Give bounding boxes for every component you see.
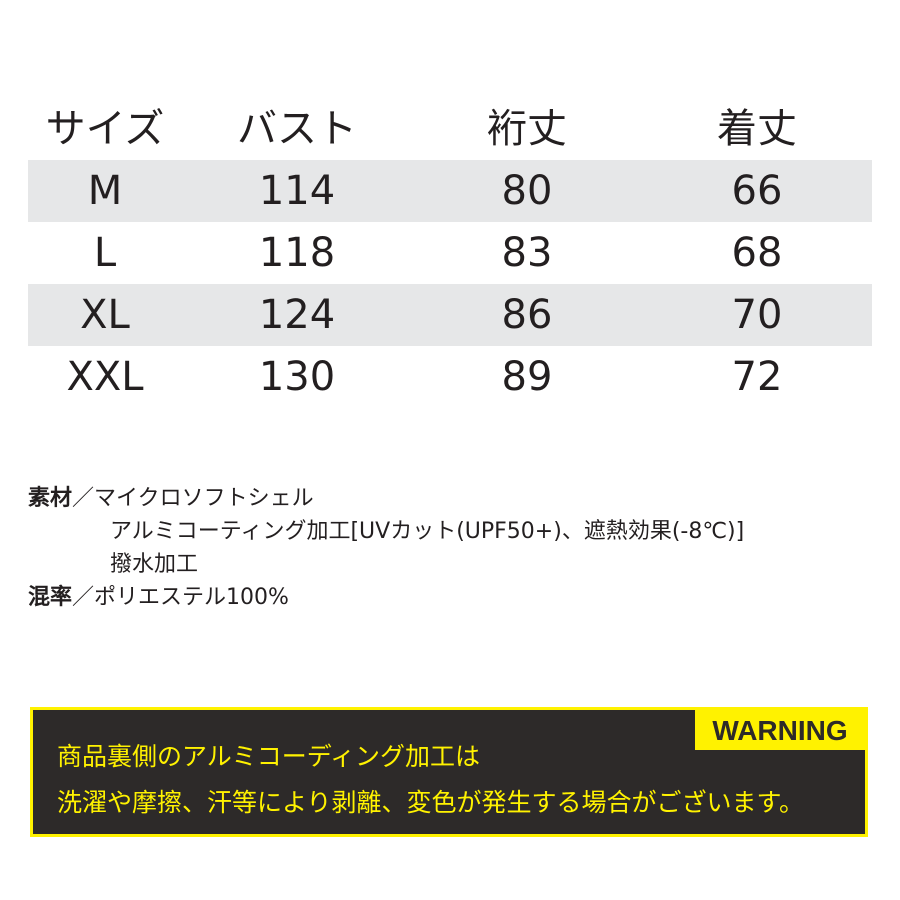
cell-size: M <box>87 168 123 214</box>
header-length: 着丈 <box>717 106 797 152</box>
cell-bust: 124 <box>258 292 336 338</box>
header-size: サイズ <box>45 106 165 152</box>
warning-box: WARNING 商品裏側のアルミコーディング加工は 洗濯や摩擦、汗等により剥離、… <box>30 707 868 837</box>
material-value: マイクロソフトシェル <box>94 486 314 511</box>
material-label: 素材 <box>28 486 73 511</box>
material-line: 素材／マイクロソフトシェル <box>28 482 744 515</box>
cell-length: 68 <box>731 230 783 276</box>
warning-tag: WARNING <box>695 710 865 750</box>
material-coating: アルミコーティング加工[UVカット(UPF50+)、遮熱効果(-8℃)] <box>110 519 745 544</box>
blend-value: ポリエステル100% <box>94 585 289 610</box>
cell-length: 72 <box>731 354 783 400</box>
cell-sleeve: 80 <box>501 168 553 214</box>
material-specs: 素材／マイクロソフトシェル アルミコーティング加工[UVカット(UPF50+)、… <box>28 482 744 614</box>
header-bust: バスト <box>237 106 357 152</box>
cell-sleeve: 83 <box>501 230 553 276</box>
header-sleeve: 裄丈 <box>487 106 567 152</box>
cell-size: XXL <box>66 354 144 400</box>
cell-bust: 118 <box>258 230 336 276</box>
material-water-repellent: 撥水加工 <box>110 552 199 577</box>
size-table: サイズ バスト 裄丈 着丈 M 114 80 66 L 118 83 68 XL… <box>28 98 872 408</box>
table-header-row: サイズ バスト 裄丈 着丈 <box>28 98 872 160</box>
cell-sleeve: 86 <box>501 292 553 338</box>
table-row: L 118 83 68 <box>28 222 872 284</box>
warning-line: 洗濯や摩擦、汗等により剥離、変色が発生する場合がございます。 <box>57 788 805 817</box>
warning-line: 商品裏側のアルミコーディング加工は <box>57 742 481 771</box>
table-row: XXL 130 89 72 <box>28 346 872 408</box>
cell-length: 70 <box>731 292 783 338</box>
blend-line: 混率／ポリエステル100% <box>28 581 744 614</box>
separator: ／ <box>72 486 95 511</box>
separator: ／ <box>72 585 95 610</box>
cell-size: L <box>93 230 117 276</box>
warning-text: 商品裏側のアルミコーディング加工は 洗濯や摩擦、汗等により剥離、変色が発生する場… <box>57 734 804 826</box>
table-row: XL 124 86 70 <box>28 284 872 346</box>
cell-size: XL <box>80 292 130 338</box>
cell-bust: 130 <box>258 354 336 400</box>
cell-bust: 114 <box>258 168 336 214</box>
cell-length: 66 <box>731 168 783 214</box>
blend-label: 混率 <box>28 585 73 610</box>
cell-sleeve: 89 <box>501 354 553 400</box>
table-row: M 114 80 66 <box>28 160 872 222</box>
